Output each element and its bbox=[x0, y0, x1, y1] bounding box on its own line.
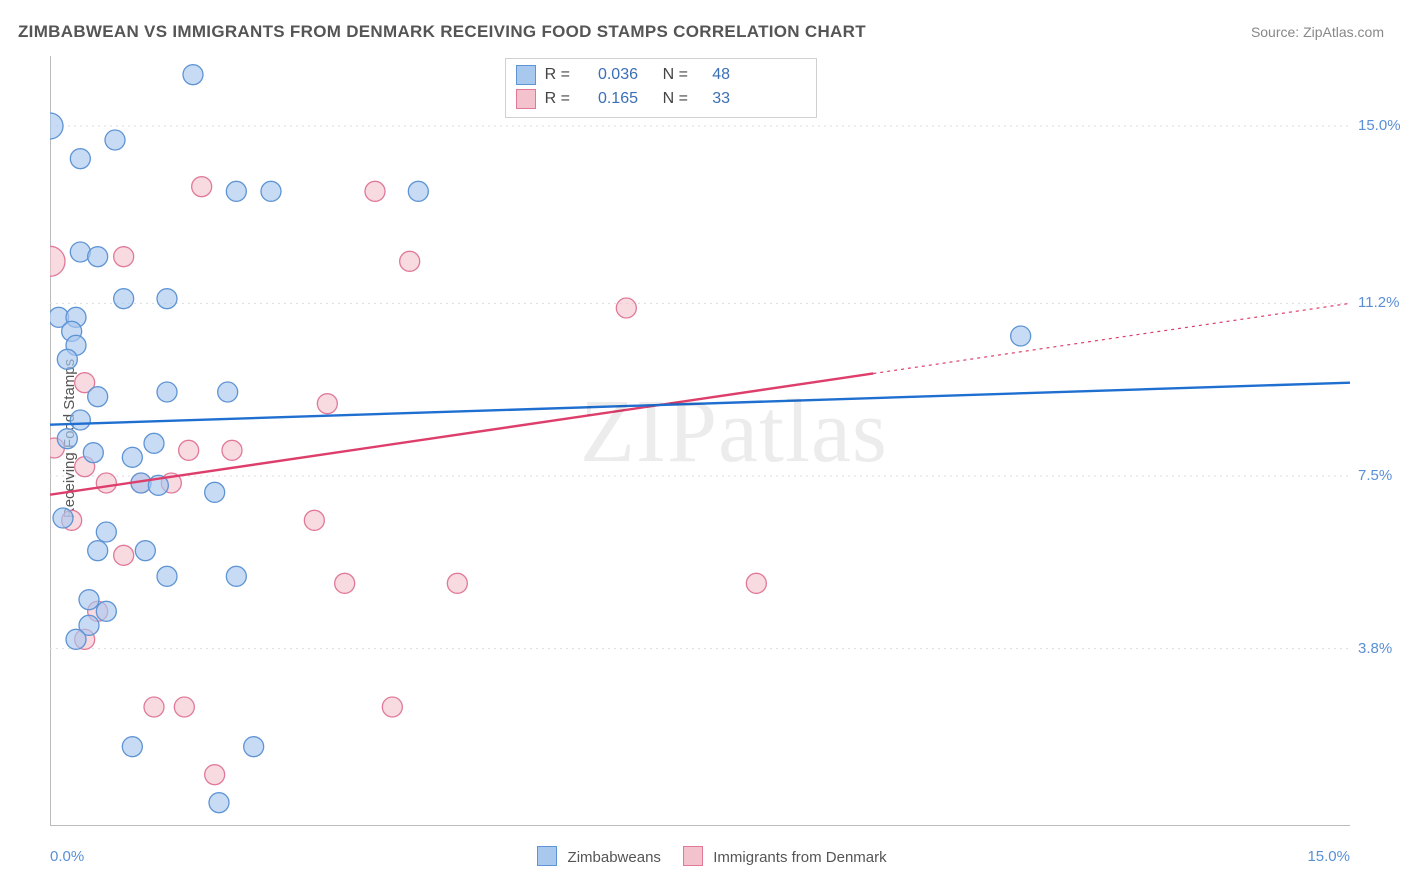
chart-title: ZIMBABWEAN VS IMMIGRANTS FROM DENMARK RE… bbox=[18, 22, 866, 42]
swatch-zimbabweans bbox=[537, 846, 557, 866]
stats-legend-box: R = 0.036 N = 48 R = 0.165 N = 33 bbox=[505, 58, 817, 118]
y-tick-label: 11.2% bbox=[1358, 294, 1399, 311]
bottom-legend: Zimbabweans Immigrants from Denmark bbox=[0, 846, 1406, 866]
y-tick-label: 15.0% bbox=[1358, 117, 1401, 134]
swatch-zimbabweans bbox=[516, 65, 536, 85]
stats-row-zimbabweans: R = 0.036 N = 48 bbox=[516, 63, 806, 87]
legend-label-zimbabweans: Zimbabweans bbox=[568, 849, 661, 866]
source-label: Source: ZipAtlas.com bbox=[1251, 24, 1384, 40]
y-tick-label: 3.8% bbox=[1358, 640, 1392, 657]
n-label: N = bbox=[658, 66, 688, 84]
n-label: N = bbox=[658, 90, 688, 108]
legend-label-denmark: Immigrants from Denmark bbox=[713, 849, 886, 866]
r-value-zimbabweans: 0.036 bbox=[578, 66, 638, 84]
r-value-denmark: 0.165 bbox=[578, 90, 638, 108]
swatch-denmark bbox=[683, 846, 703, 866]
y-tick-label: 7.5% bbox=[1358, 467, 1392, 484]
r-label: R = bbox=[544, 66, 570, 84]
swatch-denmark bbox=[516, 89, 536, 109]
n-value-denmark: 33 bbox=[696, 90, 730, 108]
scatter-plot bbox=[50, 56, 1350, 826]
r-label: R = bbox=[544, 90, 570, 108]
n-value-zimbabweans: 48 bbox=[696, 66, 730, 84]
stats-row-denmark: R = 0.165 N = 33 bbox=[516, 87, 806, 111]
